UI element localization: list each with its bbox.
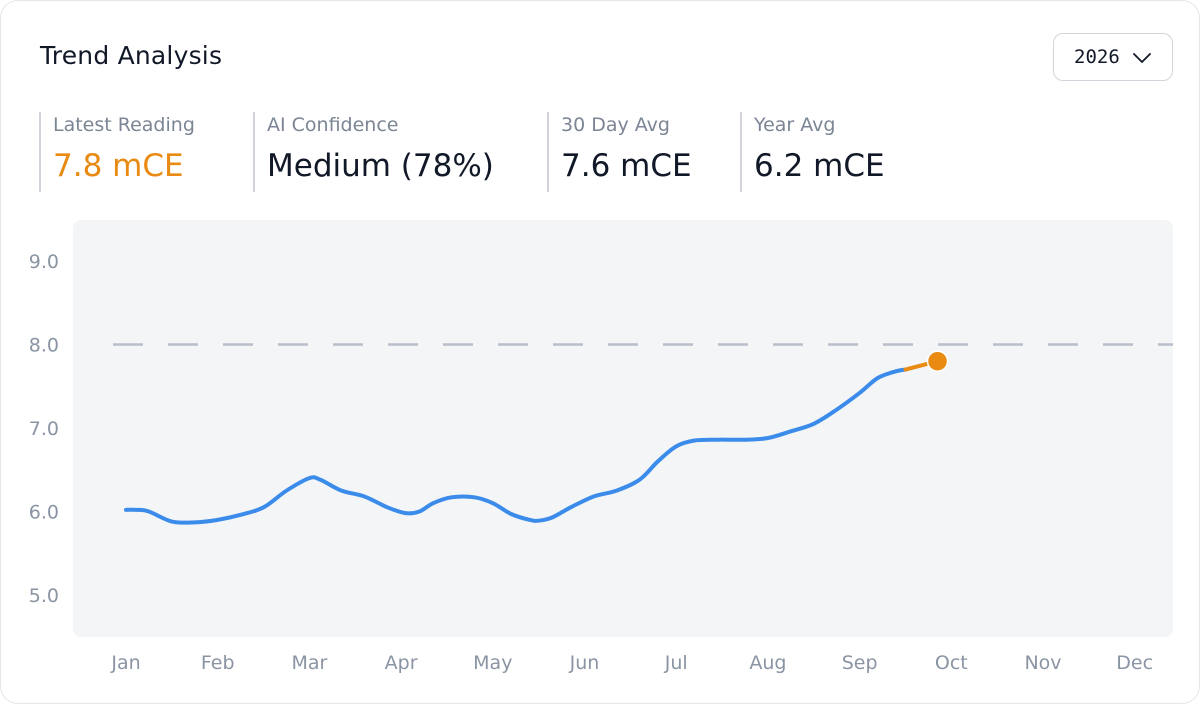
chevron-down-icon [1133, 53, 1151, 63]
stat-value: 7.8 mCE [53, 148, 184, 184]
stat-latest-reading: Latest Reading 7.8 mCE [39, 112, 239, 192]
trend-series-line [124, 367, 908, 525]
y-tick-label: 8.0 [29, 335, 59, 357]
y-tick-label: 7.0 [29, 418, 59, 440]
stat-label: AI Confidence [267, 114, 399, 136]
card-title: Trend Analysis [40, 41, 223, 70]
stat-label: Year Avg [754, 114, 836, 136]
y-tick-label: 9.0 [29, 251, 59, 273]
x-tick-label: Nov [1024, 652, 1061, 674]
x-tick-label: Dec [1116, 652, 1153, 674]
x-tick-label: Sep [842, 652, 878, 674]
x-tick-label: Oct [935, 652, 968, 674]
y-tick-label: 5.0 [29, 585, 59, 607]
stat-label: Latest Reading [53, 114, 195, 136]
x-tick-label: Jul [664, 652, 688, 674]
x-tick-label: Jun [569, 652, 600, 674]
year-select[interactable]: 2026 [1053, 33, 1173, 81]
stat-value: 6.2 mCE [754, 148, 885, 184]
year-select-value: 2026 [1074, 46, 1120, 68]
x-tick-label: Aug [749, 652, 786, 674]
y-tick-label: 6.0 [29, 502, 59, 524]
x-tick-label: Jan [110, 652, 140, 674]
x-tick-label: Apr [385, 652, 418, 674]
stat-30-day-avg: 30 Day Avg 7.6 mCE [547, 112, 727, 192]
x-tick-label: May [473, 652, 512, 674]
stat-value: 7.6 mCE [561, 148, 692, 184]
stat-value: Medium (78%) [267, 148, 494, 184]
stat-label: 30 Day Avg [561, 114, 670, 136]
latest-point-marker [926, 350, 949, 372]
x-tick-label: Mar [291, 652, 327, 674]
x-tick-label: Feb [201, 652, 235, 674]
trend-line-chart: 9.0 8.0 7.0 6.0 5.0 Jan Feb Mar Apr May Jun Jul Aug S… [29, 220, 1173, 674]
plot-background [73, 220, 1173, 637]
stat-year-avg: Year Avg 6.2 mCE [740, 112, 920, 192]
stat-ai-confidence: AI Confidence Medium (78%) [253, 112, 533, 192]
